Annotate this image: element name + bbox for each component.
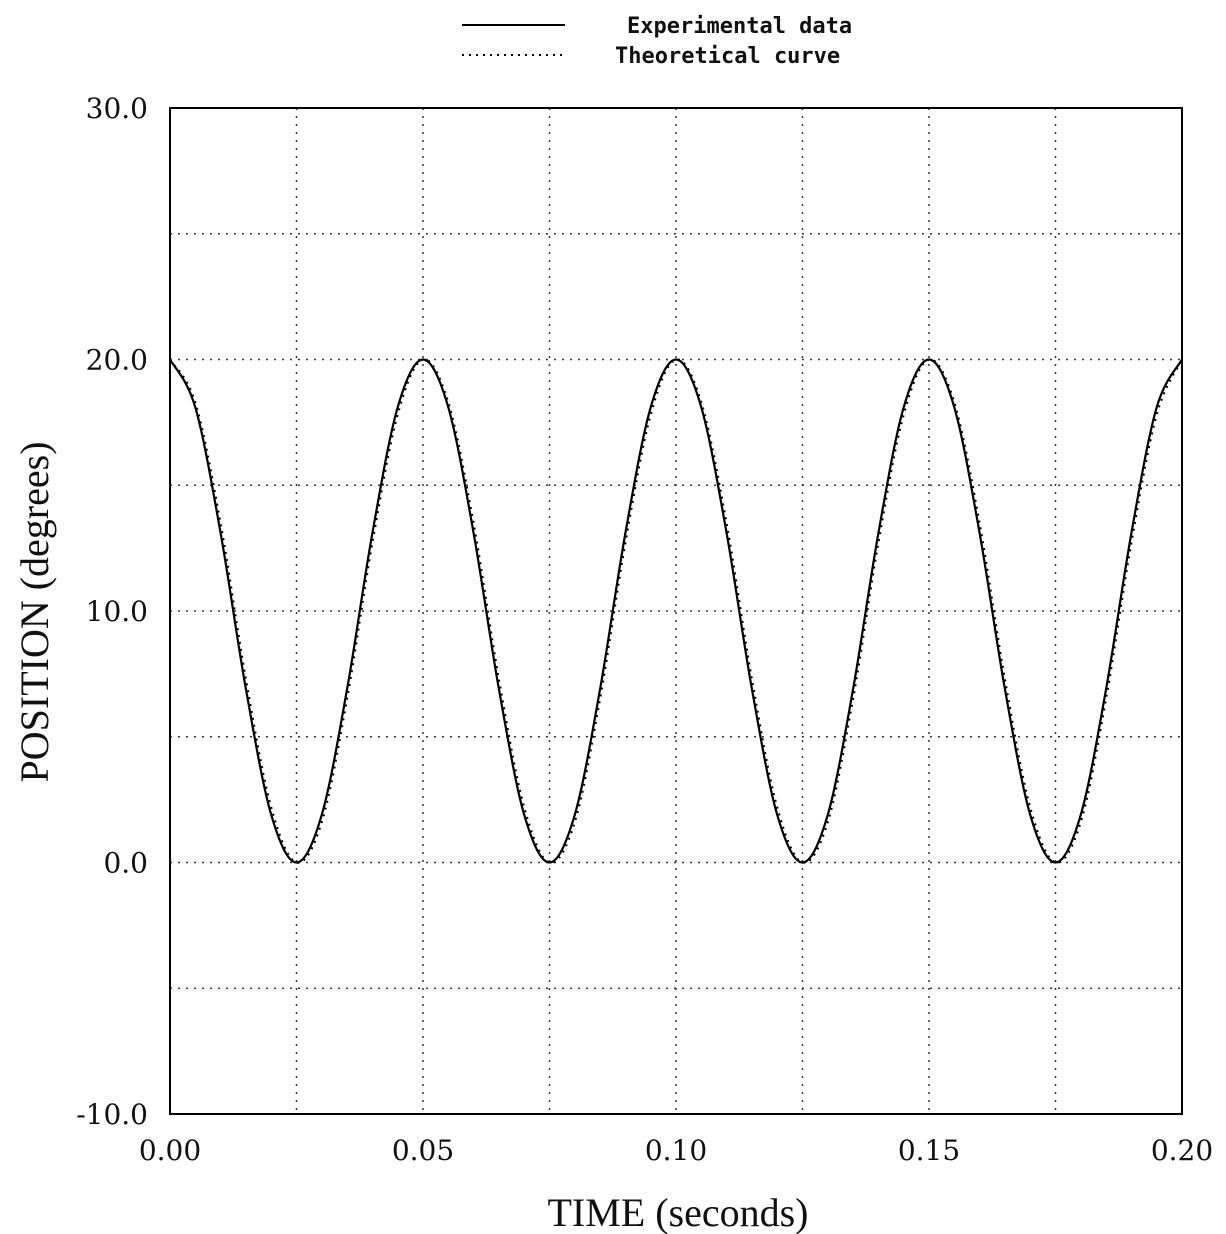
x-axis-title: TIME (seconds)	[547, 1190, 808, 1234]
x-tick-label: 0.00	[139, 1134, 201, 1167]
x-tick-label: 0.20	[1151, 1134, 1213, 1167]
y-axis-title: POSITION (degrees)	[12, 441, 57, 782]
series-line-experimental	[169, 358, 1183, 864]
y-tick-label: 20.0	[86, 344, 148, 377]
y-tick-label: 30.0	[86, 92, 148, 125]
grid	[170, 108, 1182, 1114]
legend: Experimental data Theoretical curve	[462, 14, 852, 69]
plot-frame	[169, 107, 1183, 1115]
y-tick-label: 0.0	[103, 847, 148, 880]
series-layer	[169, 358, 1183, 864]
tick-labels: 0.00 0.05 0.10 0.15 0.20 -10.0 0.0 10.0 20.0 30.0	[76, 92, 1213, 1167]
legend-label-experimental: Experimental data	[627, 14, 852, 39]
x-tick-label: 0.05	[392, 1134, 454, 1167]
series-line-theoretical	[169, 358, 1183, 864]
legend-label-theoretical: Theoretical curve	[615, 44, 840, 69]
x-tick-label: 0.10	[645, 1134, 707, 1167]
x-tick-label: 0.15	[898, 1134, 960, 1167]
y-tick-label: 10.0	[86, 595, 148, 628]
y-tick-label: -10.0	[76, 1098, 148, 1131]
